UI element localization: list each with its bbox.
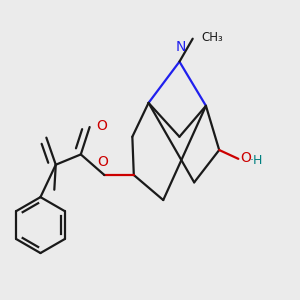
Text: CH₃: CH₃ — [202, 31, 223, 44]
Text: N: N — [176, 40, 186, 54]
Text: ·H: ·H — [250, 154, 263, 167]
Text: O: O — [96, 118, 107, 133]
Text: O: O — [241, 151, 252, 165]
Text: O: O — [98, 154, 108, 169]
